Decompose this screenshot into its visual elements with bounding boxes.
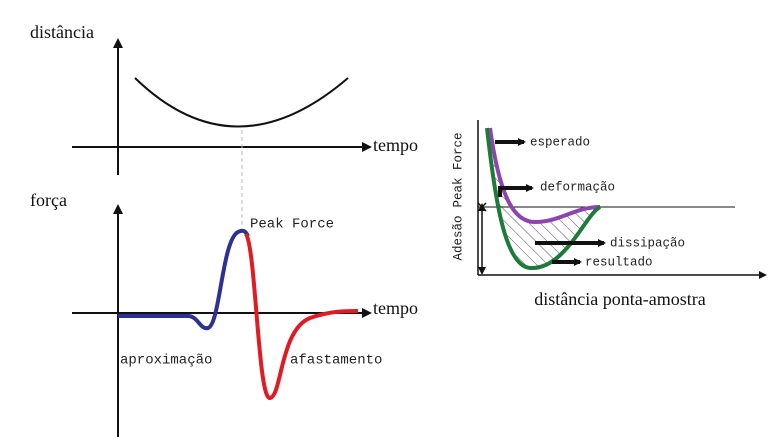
retract-label: afastamento	[290, 353, 382, 369]
annotation: esperado	[530, 135, 590, 149]
y-label: força	[30, 190, 67, 210]
annotation: dissipação	[610, 236, 685, 250]
approach-curve	[118, 228, 250, 331]
right-plot: esperado deformação dissipação resultado…	[451, 120, 767, 309]
retract-curve	[244, 232, 359, 401]
y-label: distância	[30, 22, 94, 42]
marker	[477, 202, 487, 212]
peak-label: Peak Force	[250, 217, 334, 233]
y-label-bottom: Adesão	[451, 215, 465, 260]
annotation: deformação	[540, 180, 615, 194]
bottom-plot: força tempo Peak Force aproximação afast…	[30, 190, 418, 437]
top-plot: distância tempo	[30, 22, 418, 175]
x-label: tempo	[373, 298, 418, 318]
distance-curve	[134, 77, 349, 128]
arrow	[498, 184, 534, 197]
hatched-area	[488, 128, 600, 269]
expected-curve	[488, 127, 601, 225]
approach-label: aproximação	[120, 353, 212, 369]
y-label-top: Peak Force	[451, 132, 465, 207]
annotation: resultado	[585, 255, 653, 269]
x-label: distância ponta-amostra	[534, 289, 705, 309]
result-curve	[485, 127, 602, 271]
x-label: tempo	[373, 135, 418, 155]
